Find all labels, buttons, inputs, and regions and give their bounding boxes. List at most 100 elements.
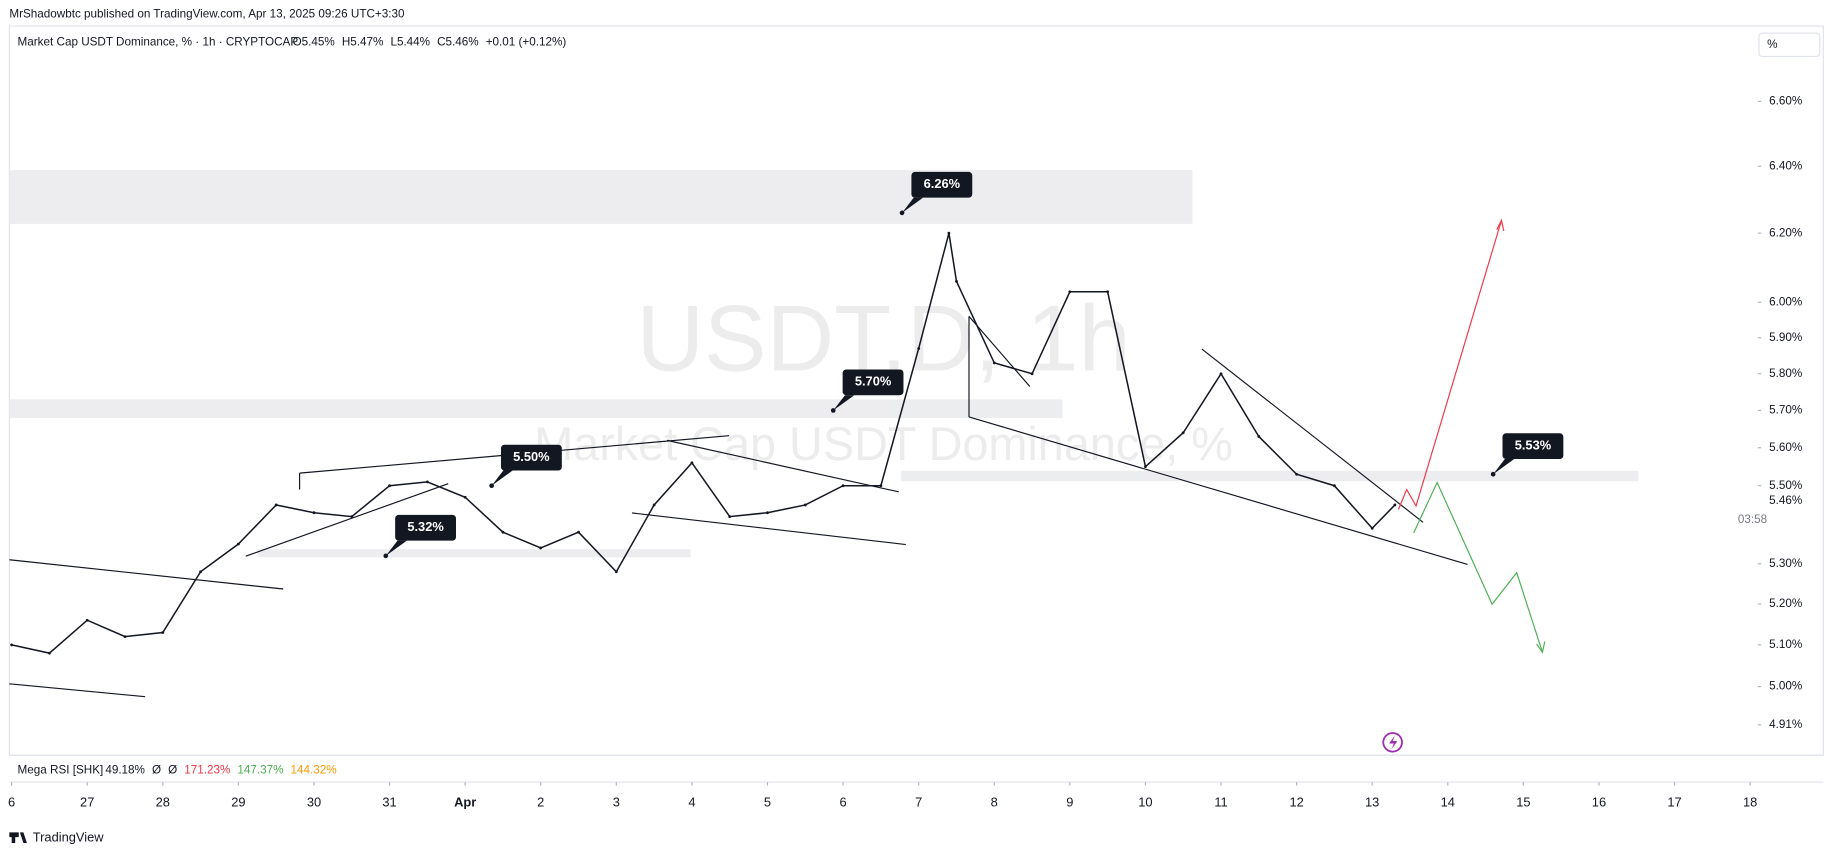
x-tick-label: 2 xyxy=(537,795,544,810)
price-point xyxy=(1181,431,1185,435)
last-price-label: 5.46% xyxy=(1769,494,1802,507)
price-point xyxy=(1295,472,1299,476)
price-point xyxy=(350,515,354,519)
price-point xyxy=(463,495,467,499)
trendline xyxy=(9,559,284,590)
x-tick-label: 5 xyxy=(764,795,771,810)
price-point xyxy=(1068,290,1072,294)
price-point xyxy=(955,279,958,283)
price-point xyxy=(161,631,165,634)
annotation-box xyxy=(395,514,457,541)
ohlc: O5.45% H5.47% L5.44% C5.46% +0.01 (+0.12%) xyxy=(293,36,567,49)
x-tick-label: 12 xyxy=(1289,795,1303,810)
price-point xyxy=(539,546,543,550)
price-point xyxy=(85,618,89,622)
x-tick-label: 7 xyxy=(915,795,922,810)
annotation-label: 5.53% xyxy=(1515,438,1552,453)
x-tick-label: 10 xyxy=(1138,795,1152,810)
price-point xyxy=(10,643,14,647)
price-point xyxy=(652,503,656,507)
x-tick-label: Apr xyxy=(454,795,476,810)
event-icon[interactable] xyxy=(1382,732,1403,753)
indicator-value: 171.23% xyxy=(184,763,230,776)
y-tick-label: 6.60% xyxy=(1769,94,1802,107)
logo xyxy=(9,832,27,843)
y-tick-label: 6.40% xyxy=(1769,159,1802,172)
price-point xyxy=(1106,290,1110,294)
x-tick-label: 14 xyxy=(1441,795,1455,810)
indicator-value: Ø xyxy=(168,763,177,776)
y-tick-label: 4.91% xyxy=(1769,718,1802,731)
x-tick-label: 18 xyxy=(1743,795,1757,810)
price-point xyxy=(992,361,996,365)
trendline xyxy=(245,483,449,557)
annotation-label: 5.70% xyxy=(855,374,892,389)
x-tick-label: 8 xyxy=(991,795,998,810)
price-point xyxy=(274,503,278,507)
annotation-label: 5.50% xyxy=(513,449,550,464)
price-point xyxy=(766,511,769,515)
y-tick-label: 5.60% xyxy=(1769,441,1802,454)
ohlc-value: +0.01 (+0.12%) xyxy=(486,36,567,49)
scale-button-label[interactable]: % xyxy=(1767,38,1777,51)
price-point xyxy=(1144,465,1147,469)
pane-border xyxy=(8,25,1824,756)
arrow-head xyxy=(1496,218,1505,232)
x-tick-label: 4 xyxy=(688,795,695,810)
trendlines xyxy=(9,315,1468,698)
price-point xyxy=(728,515,732,519)
price-point xyxy=(48,651,51,655)
price-point xyxy=(1393,503,1397,507)
y-tick-label: 5.00% xyxy=(1769,680,1802,693)
annotation-box xyxy=(911,171,973,198)
x-tick-label: 27 xyxy=(80,795,94,810)
price-point xyxy=(879,484,883,488)
x-tick-label: 13 xyxy=(1365,795,1379,810)
indicator-name: Mega RSI [SHK] xyxy=(18,763,104,776)
price-point xyxy=(501,530,505,534)
annotation-pointer xyxy=(833,395,855,411)
indicator-value: Ø xyxy=(152,763,161,776)
price-point xyxy=(577,530,580,534)
x-tick-label: 17 xyxy=(1667,795,1681,810)
y-tick-label: 5.70% xyxy=(1769,404,1802,417)
x-tick-label: 30 xyxy=(307,795,321,810)
x-tick-label: 9 xyxy=(1066,795,1073,810)
x-tick-label: 6 xyxy=(8,795,15,810)
price-point xyxy=(1030,372,1034,376)
price-point xyxy=(123,635,127,639)
scale-button[interactable] xyxy=(1758,32,1821,58)
indicator-value: 49.18% xyxy=(105,763,145,776)
trendline xyxy=(666,439,899,493)
price-point xyxy=(947,231,951,235)
price-point xyxy=(1370,526,1374,530)
ohlc-value: H5.47% xyxy=(342,36,384,49)
price-point xyxy=(199,570,203,574)
y-tick-label: 6.00% xyxy=(1769,295,1802,308)
zone xyxy=(901,470,1639,482)
trendline xyxy=(631,512,906,546)
countdown: 03:58 xyxy=(1738,513,1767,526)
price-point xyxy=(236,542,240,546)
forecast-up xyxy=(1397,220,1503,510)
annotation-box xyxy=(842,369,904,396)
zone xyxy=(9,399,1063,419)
forecast-down xyxy=(1413,481,1543,653)
plot xyxy=(10,231,1397,655)
price-point xyxy=(841,484,845,488)
symbol: Market Cap USDT Dominance, % · 1h · CRYP… xyxy=(18,36,299,49)
price-point xyxy=(425,480,429,484)
x-tick-label: 3 xyxy=(613,795,620,810)
price-point xyxy=(1257,435,1261,438)
ohlc-value: O5.45% xyxy=(293,36,335,49)
indicator-value: 147.37% xyxy=(237,763,283,776)
published: MrShadowbtc published on TradingView.com… xyxy=(9,7,405,20)
x-tick-label: 11 xyxy=(1214,795,1227,810)
y-tick-label: 5.50% xyxy=(1769,479,1802,492)
zones xyxy=(9,170,1639,558)
annotation-label: 6.26% xyxy=(924,176,961,191)
x-tick-label: 29 xyxy=(231,795,245,810)
zone xyxy=(257,549,691,558)
price-point xyxy=(388,484,391,488)
